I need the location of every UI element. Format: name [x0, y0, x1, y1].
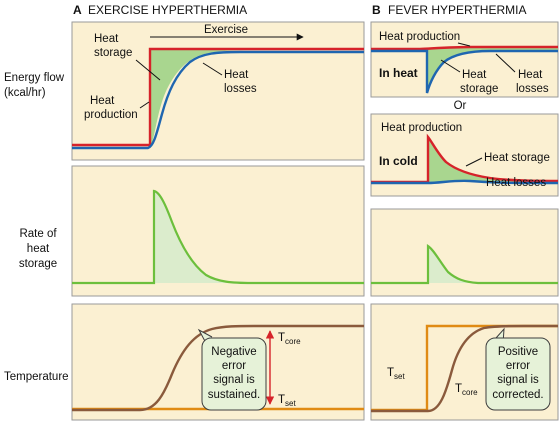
panel-b-in-heat: Heat production In heat Heat storage Hea…	[370, 21, 559, 98]
b-t-core-line	[371, 324, 558, 413]
a-heat-losses-label-2: losses	[224, 83, 257, 95]
b-cold-heat-storage-leader	[465, 157, 483, 167]
b-rate-fill	[428, 246, 478, 283]
exercise-label: Exercise	[204, 24, 248, 36]
b-in-heat-label: In heat	[379, 66, 418, 80]
panel-a-energy-flow: Exercise Heat storage Heat losses Heat p…	[71, 21, 365, 161]
svg-text:Energy flow: Energy flow	[4, 72, 65, 84]
row-label-rate-of-heat-storage: Rate of heat storage	[19, 228, 58, 270]
svg-text:sustained.: sustained.	[208, 389, 260, 401]
b-heat-losses-label-2: losses	[516, 83, 549, 95]
a-heat-losses-label-1: Heat	[224, 69, 249, 81]
b-heat-storage-label-1: Heat	[462, 69, 487, 81]
svg-text:Rate of: Rate of	[19, 228, 57, 240]
b-in-cold-label: In cold	[379, 154, 418, 168]
svg-text:Negative: Negative	[211, 346, 256, 358]
panel-a-title: EXERCISE HYPERTHERMIA	[88, 3, 247, 17]
b-cold-storage-area	[428, 137, 520, 182]
a-heat-losses-leader	[202, 62, 223, 76]
b-heat-losses-label-1: Heat	[518, 69, 543, 81]
b-t-core-label: Tcore	[455, 383, 478, 397]
b-callout-box	[485, 337, 551, 411]
svg-text:heat: heat	[27, 243, 50, 255]
b-cold-production-line	[371, 133, 559, 184]
panel-a-rate-of-heat-storage	[71, 165, 365, 297]
a-t-core-label: Tcore	[278, 332, 301, 346]
a-heat-storage-leader	[135, 59, 161, 81]
panel-b-title: FEVER HYPERTHERMIA	[388, 3, 526, 17]
or-label: Or	[454, 100, 467, 112]
svg-text:storage: storage	[19, 258, 57, 270]
b-heat-storage-area	[427, 48, 558, 90]
panel-a-letter: A	[73, 3, 82, 17]
b-heat-production-leader	[457, 42, 471, 47]
a-rate-line	[72, 189, 364, 285]
panel-b-rate-of-heat-storage	[370, 208, 559, 297]
b-rate-line	[371, 243, 558, 285]
panel-b-heat-bg	[370, 21, 559, 98]
b-positive-error-callout: Positive error signal is corrected.	[485, 327, 551, 411]
a-heat-storage-label-1: Heat	[94, 33, 119, 45]
svg-text:signal is: signal is	[497, 374, 539, 386]
b-heat-production-line	[371, 45, 558, 51]
a-t-set-label: Tset	[278, 394, 296, 408]
a-heat-storage-label-2: storage	[94, 47, 132, 59]
b-t-set-label: Tset	[387, 367, 405, 381]
panel-b-in-cold: Heat production In cold Heat storage Hea…	[370, 113, 559, 197]
a-negative-error-callout: Negative error signal is sustained.	[197, 328, 267, 411]
b-cold-losses-line	[371, 179, 558, 185]
b-cold-heat-storage-label: Heat storage	[484, 152, 550, 164]
a-heat-production-leader	[139, 101, 150, 109]
svg-text:corrected.: corrected.	[492, 389, 543, 401]
a-rate-fill	[154, 191, 250, 283]
heat-production-line	[72, 47, 364, 147]
panel-a-temperature: Tcore Tset Negative error signal is sust…	[71, 303, 365, 421]
panel-b-letter: B	[372, 3, 381, 17]
panel-b-temperature: Tset Tcore Positive error signal is corr…	[370, 303, 559, 421]
heat-losses-line	[72, 50, 364, 150]
row-label-energy-flow: Energy flow (kcal/hr)	[4, 72, 65, 99]
b-heat-losses-leader	[495, 53, 516, 73]
b-heat-production-label: Heat production	[379, 31, 460, 43]
panel-a-rate-bg	[71, 165, 365, 297]
svg-text:(kcal/hr): (kcal/hr)	[4, 87, 46, 99]
svg-text:Positive: Positive	[498, 346, 538, 358]
svg-text:error: error	[506, 360, 530, 372]
b-cold-heat-production-label: Heat production	[381, 122, 462, 134]
panel-a-energy-bg	[71, 21, 365, 161]
svg-text:signal is: signal is	[213, 374, 255, 386]
a-heat-production-label-2: production	[84, 109, 138, 121]
b-heat-storage-leader	[440, 59, 461, 73]
svg-text:error: error	[222, 360, 246, 372]
a-heat-production-label-1: Heat	[90, 95, 115, 107]
b-cold-heat-losses-label: Heat losses	[486, 177, 546, 189]
row-label-temperature: Temperature	[4, 371, 69, 383]
a-callout-box	[201, 337, 267, 411]
a-t-core-line	[72, 324, 364, 412]
b-heat-storage-label-2: storage	[460, 83, 498, 95]
